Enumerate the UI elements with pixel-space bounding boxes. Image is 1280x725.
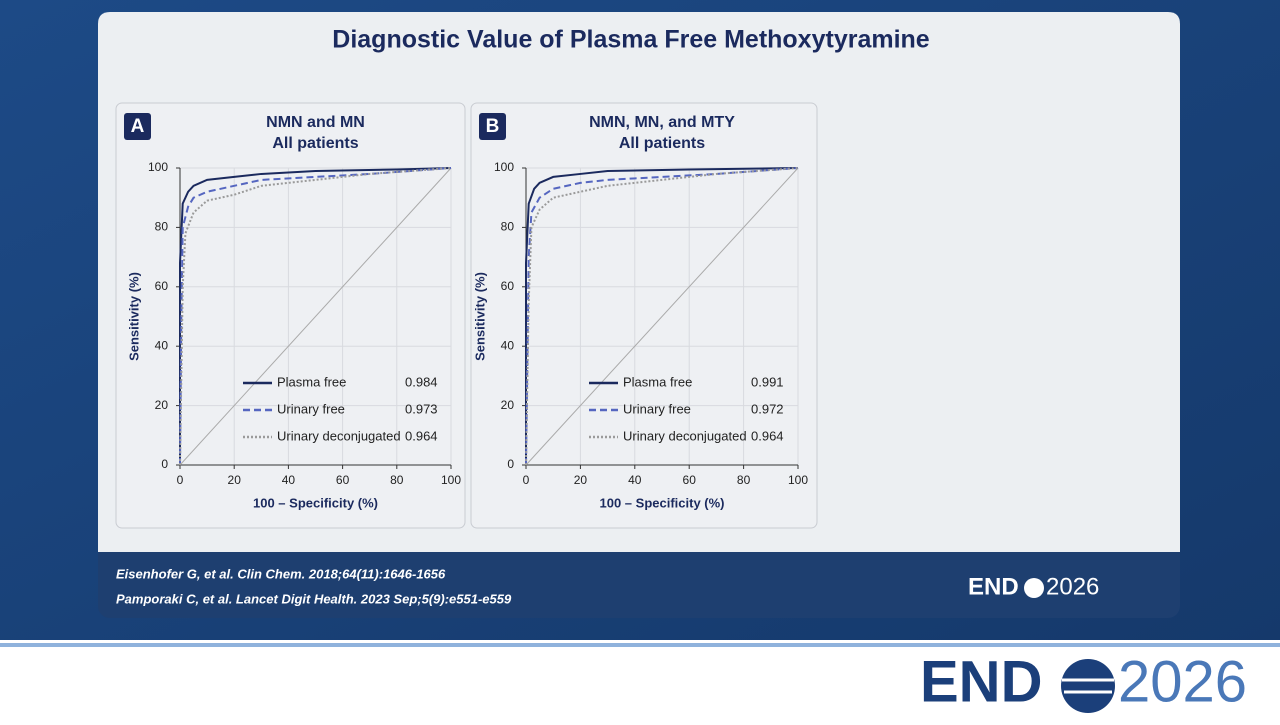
- stripe: [0, 643, 1280, 647]
- x-axis-label: 100 – Specificity (%): [600, 495, 725, 510]
- y-tick-label: 40: [155, 338, 169, 352]
- logo-left: END: [920, 649, 1042, 714]
- auc-label: 0.964: [751, 428, 784, 443]
- auc-label: 0.973: [405, 401, 438, 416]
- auc-label: 0.972: [751, 401, 784, 416]
- y-tick-label: 0: [161, 457, 168, 471]
- panel-badge: [124, 113, 151, 140]
- y-tick-label: 20: [501, 398, 515, 412]
- citation: Pamporaki C, et al. Lancet Digit Health.…: [116, 591, 512, 606]
- y-tick-label: 80: [155, 220, 169, 234]
- y-tick-label: 0: [507, 457, 514, 471]
- chart-subtitle: All patients: [272, 135, 358, 152]
- reference-line: [525, 167, 799, 466]
- x-tick-label: 40: [628, 473, 642, 487]
- legend-label: Plasma free: [623, 374, 692, 389]
- y-axis-label: Sensitivity (%): [472, 272, 487, 361]
- panel-letter: A: [131, 116, 145, 137]
- legend-label: Plasma free: [277, 374, 346, 389]
- x-tick-label: 0: [177, 473, 184, 487]
- roc-curve: [525, 167, 799, 466]
- x-tick-label: 20: [574, 473, 588, 487]
- x-tick-label: 20: [228, 473, 242, 487]
- x-tick-label: 80: [737, 473, 751, 487]
- x-tick-label: 0: [523, 473, 530, 487]
- roc-curve: [179, 167, 452, 466]
- slide-title: Diagnostic Value of Plasma Free Methoxyt…: [332, 26, 930, 54]
- y-tick-label: 20: [155, 398, 169, 412]
- legend-label: Urinary free: [277, 401, 345, 416]
- logo-right: 2026: [1118, 649, 1247, 714]
- auc-label: 0.964: [405, 428, 438, 443]
- roc-curve: [179, 167, 452, 466]
- logo-left: END: [968, 573, 1019, 600]
- x-tick-label: 80: [390, 473, 404, 487]
- y-tick-label: 80: [501, 220, 515, 234]
- auc-label: 0.991: [751, 374, 784, 389]
- x-tick-label: 60: [336, 473, 350, 487]
- panel-box: [470, 102, 818, 529]
- citation: Eisenhofer G, et al. Clin Chem. 2018;64(…: [116, 566, 446, 581]
- y-tick-label: 100: [494, 160, 514, 174]
- y-axis-label: Sensitivity (%): [126, 272, 141, 361]
- panel-box: [115, 102, 466, 529]
- roc-curve: [525, 167, 799, 466]
- y-tick-label: 60: [155, 279, 169, 293]
- reference-line: [179, 167, 452, 466]
- chart-subtitle: All patients: [619, 135, 705, 152]
- y-tick-label: 100: [148, 160, 168, 174]
- y-tick-label: 60: [501, 279, 515, 293]
- x-tick-label: 60: [683, 473, 697, 487]
- auc-label: 0.984: [405, 374, 438, 389]
- y-tick-label: 40: [501, 338, 515, 352]
- legend-label: Urinary free: [623, 401, 691, 416]
- chart-title: NMN, MN, and MTY: [589, 114, 735, 131]
- x-tick-label: 40: [282, 473, 296, 487]
- legend-label: Urinary deconjugated: [277, 428, 401, 443]
- panel-badge: [479, 113, 506, 140]
- chart-title: NMN and MN: [266, 114, 365, 131]
- logo-right: 2026: [1046, 573, 1099, 600]
- x-tick-label: 100: [788, 473, 808, 487]
- x-tick-label: 100: [441, 473, 461, 487]
- legend-label: Urinary deconjugated: [623, 428, 747, 443]
- panel-letter: B: [486, 116, 500, 137]
- logo-globe: [1024, 578, 1044, 598]
- roc-curve: [179, 167, 452, 465]
- logo-globe: [1061, 659, 1115, 713]
- x-axis-label: 100 – Specificity (%): [253, 495, 378, 510]
- roc-curve: [525, 167, 799, 465]
